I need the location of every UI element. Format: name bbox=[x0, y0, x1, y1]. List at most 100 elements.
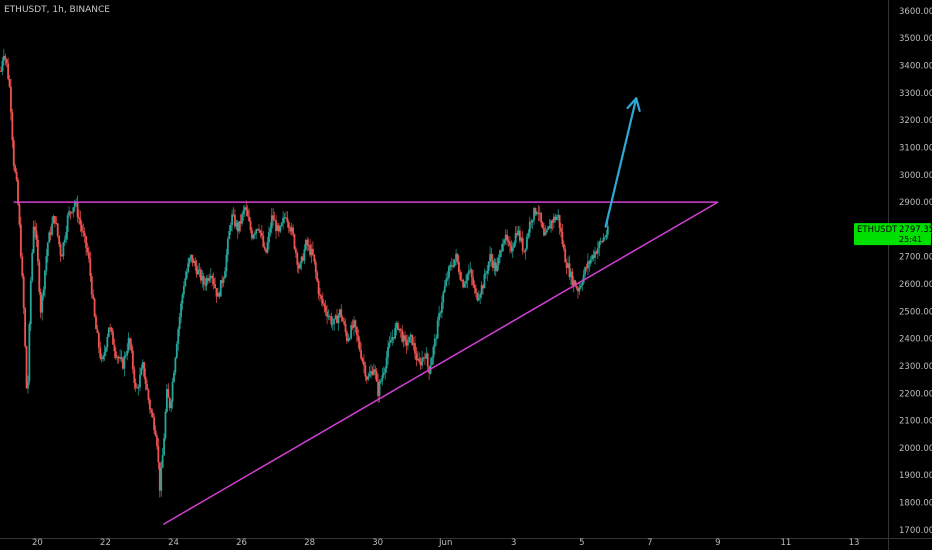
candle-body bbox=[578, 287, 581, 292]
candle-body bbox=[29, 280, 32, 325]
candle-body bbox=[387, 346, 389, 358]
candle-body bbox=[456, 253, 459, 263]
candle-body bbox=[144, 376, 147, 385]
candle-body bbox=[45, 256, 48, 271]
candle-body bbox=[35, 230, 38, 240]
candle-body bbox=[72, 207, 75, 213]
candle-body bbox=[117, 357, 120, 359]
candle-body bbox=[377, 381, 380, 396]
candle-body bbox=[285, 217, 287, 219]
price-axis[interactable]: 1700.00 1800.00 1900.00 2000.00 2100.00 2200.… bbox=[899, 7, 932, 536]
candle-body bbox=[432, 346, 435, 358]
candle-body bbox=[340, 309, 343, 318]
candle-body bbox=[11, 112, 14, 141]
candle-body bbox=[357, 335, 360, 341]
candle-body bbox=[501, 243, 504, 252]
candle-body bbox=[73, 202, 76, 208]
candle-body bbox=[96, 329, 99, 333]
candle-body bbox=[514, 233, 517, 244]
candle-body bbox=[412, 343, 415, 345]
candle-body bbox=[56, 223, 59, 236]
candle-body bbox=[353, 320, 355, 328]
candle-body bbox=[507, 240, 510, 243]
candle-body bbox=[290, 227, 293, 232]
candle-body bbox=[509, 242, 511, 246]
candle-body bbox=[66, 215, 69, 233]
candle-body bbox=[123, 355, 126, 369]
candle-body bbox=[419, 361, 422, 366]
candle-body bbox=[385, 357, 388, 369]
candle-body bbox=[579, 285, 582, 288]
candle-body bbox=[109, 327, 112, 329]
candle-body bbox=[587, 261, 589, 269]
candle-body bbox=[130, 343, 133, 351]
support-trendline[interactable] bbox=[162, 201, 719, 525]
candle-body bbox=[589, 259, 592, 264]
candle-body bbox=[371, 371, 374, 375]
candle-body bbox=[425, 353, 428, 359]
candle-body bbox=[300, 256, 303, 264]
candle-body bbox=[232, 214, 235, 216]
candle-body bbox=[184, 278, 187, 287]
candle-body bbox=[448, 266, 450, 278]
candle-body bbox=[163, 438, 165, 456]
candle-body bbox=[496, 264, 499, 272]
price-tick-label: 3200.00 bbox=[899, 116, 932, 126]
candle-body bbox=[10, 86, 12, 113]
candle-body bbox=[547, 226, 550, 230]
candle-body bbox=[477, 297, 480, 301]
candle-body bbox=[25, 346, 28, 389]
candle-body bbox=[287, 222, 290, 229]
candle-body bbox=[395, 322, 398, 328]
candle-body bbox=[292, 227, 294, 235]
candle-body bbox=[21, 256, 24, 277]
candle-body bbox=[225, 254, 228, 272]
candle-body bbox=[601, 241, 603, 243]
candle-body bbox=[538, 212, 541, 214]
candle-body bbox=[161, 455, 164, 468]
candle-body bbox=[110, 327, 113, 332]
candle-body bbox=[65, 232, 68, 240]
candle-body bbox=[399, 328, 402, 331]
candle-body bbox=[286, 217, 289, 223]
candle-body bbox=[224, 271, 226, 279]
candle-body bbox=[195, 266, 198, 275]
candle-body bbox=[120, 356, 123, 360]
candle-body bbox=[270, 215, 273, 229]
candle-body bbox=[520, 238, 523, 241]
candle-body bbox=[158, 462, 161, 491]
symbol-title[interactable]: ETHUSDT, 1h, BINANCE bbox=[4, 5, 110, 15]
candle-body bbox=[304, 240, 307, 250]
candle-body bbox=[389, 340, 392, 343]
candle-body bbox=[368, 373, 371, 377]
candle-body bbox=[351, 325, 354, 328]
time-tick-label: 24 bbox=[168, 538, 179, 548]
candle-body bbox=[598, 241, 601, 249]
candle-body bbox=[330, 316, 333, 325]
candle-body bbox=[571, 271, 574, 286]
candle-body bbox=[455, 253, 457, 260]
target-arrow[interactable] bbox=[604, 97, 641, 228]
candle-body bbox=[595, 251, 598, 254]
time-axis[interactable]: 20 22 24 26 28 30 Jun 3 5 7 9 11 13 bbox=[32, 538, 859, 548]
candle-body bbox=[8, 78, 11, 87]
candle-body bbox=[462, 279, 465, 288]
candle-body bbox=[90, 276, 93, 295]
candle-body bbox=[545, 229, 548, 233]
candle-body bbox=[249, 221, 252, 231]
candle-body bbox=[319, 294, 321, 296]
candle-body bbox=[5, 59, 8, 64]
price-tick-label: 1700.00 bbox=[899, 526, 932, 536]
candle-body bbox=[140, 368, 143, 376]
candle-body bbox=[58, 235, 61, 245]
candle-body bbox=[484, 273, 487, 275]
candle-body bbox=[500, 250, 503, 252]
candle-body bbox=[113, 344, 116, 352]
candle-body bbox=[44, 270, 46, 290]
candle-body bbox=[252, 235, 255, 239]
candle-body bbox=[443, 286, 446, 293]
candle-body bbox=[480, 285, 483, 295]
candle-body bbox=[93, 298, 96, 317]
candle-body bbox=[191, 254, 194, 263]
